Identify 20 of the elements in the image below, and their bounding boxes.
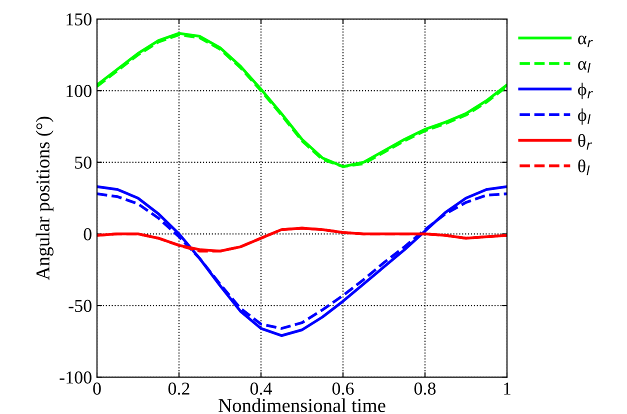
legend-label: θ$_{l}$ xyxy=(578,159,590,176)
x-tick-label: 0.6 xyxy=(332,382,354,395)
legend-label: ϕ$_{l}$ xyxy=(578,108,591,125)
y-axis-title: Angular positions (°) xyxy=(36,116,54,280)
x-tick-label: 0.4 xyxy=(250,382,272,395)
y-tick-label: -50 xyxy=(68,300,92,312)
y-tick-label: -100 xyxy=(60,371,92,384)
x-tick-label: 1 xyxy=(504,382,510,395)
legend-label: ϕ$_{r}$ xyxy=(578,82,593,100)
y-tick-label: 150 xyxy=(66,13,92,26)
x-tick-label: 0.2 xyxy=(168,382,190,395)
x-tick-label: 0.8 xyxy=(414,382,436,395)
legend-label: θ$_{r}$ xyxy=(578,134,592,150)
y-tick-label: 0 xyxy=(84,228,92,240)
x-axis-title: Nondimensional time xyxy=(218,398,386,412)
legend-label: α$_{l}$ xyxy=(578,61,590,73)
y-tick-label: 100 xyxy=(66,84,92,98)
y-tick-label: 50 xyxy=(75,156,92,169)
legend-label: α$_{r}$ xyxy=(578,36,593,48)
x-tick-label: 0 xyxy=(93,382,101,395)
